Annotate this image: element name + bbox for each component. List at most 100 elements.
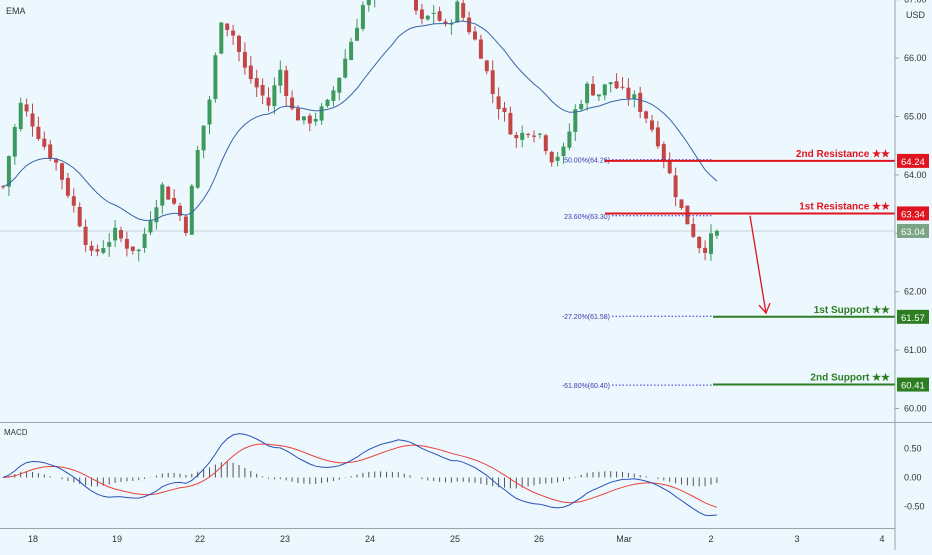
fib-label: 50.00%(64.26): [564, 158, 610, 165]
candle-body: [242, 51, 247, 68]
arrow-head: [758, 302, 771, 315]
candle: [260, 78, 265, 105]
x-tick-label: 19: [112, 534, 122, 544]
candle: [301, 116, 306, 125]
candle: [431, 5, 436, 24]
candle: [650, 114, 654, 133]
candle-body: [213, 55, 218, 99]
x-tick-label: 25: [450, 534, 460, 544]
level-price-box: [897, 309, 929, 324]
candle-body: [337, 77, 342, 93]
candle-body: [691, 223, 696, 237]
candle: [290, 90, 295, 111]
candle: [360, 1, 365, 32]
candle: [313, 112, 318, 126]
candle: [502, 101, 507, 122]
level-name: 2nd Resistance ★★: [796, 149, 890, 160]
candle: [12, 124, 17, 165]
x-tick-label: Mar: [616, 534, 632, 544]
candle-body: [561, 146, 566, 157]
candle: [543, 133, 548, 155]
candle-body: [573, 109, 578, 132]
candle-body: [608, 82, 613, 85]
candle: [77, 202, 82, 228]
candle: [626, 78, 631, 106]
y-tick-label: 66.00: [904, 53, 927, 63]
ema-line: [2, 20, 718, 221]
fib-label: 23.60%(63.30): [564, 214, 610, 221]
candle: [95, 244, 100, 257]
candle: [638, 86, 643, 119]
candle: [231, 24, 236, 46]
candle-body: [526, 133, 531, 135]
candle-body: [455, 1, 460, 23]
candle: [414, 0, 418, 15]
candle: [189, 184, 194, 235]
candle: [555, 152, 560, 167]
candle-body: [484, 60, 489, 72]
candle: [602, 84, 607, 101]
candle: [355, 18, 359, 42]
candle-body: [644, 111, 649, 119]
candle-body: [119, 230, 123, 239]
candle-body: [107, 242, 112, 247]
candle-body: [272, 85, 277, 107]
candle-body: [18, 102, 23, 130]
candle: [585, 81, 590, 111]
candles: [1, 0, 719, 262]
candle: [142, 227, 147, 253]
candle: [272, 77, 277, 115]
x-tick-label: 22: [195, 534, 205, 544]
candle-body: [201, 125, 206, 151]
candle: [225, 23, 230, 37]
indicator-label: EMA: [6, 6, 26, 16]
candle: [237, 34, 241, 62]
candle-body: [473, 31, 477, 40]
macd-tick-label: 0.50: [904, 444, 922, 454]
candle: [591, 75, 595, 97]
candle: [455, 0, 460, 24]
candle-body: [142, 233, 147, 248]
candle-body: [237, 35, 241, 52]
candle-body: [24, 104, 29, 112]
candle-body: [667, 161, 672, 174]
candle: [437, 6, 442, 22]
candle: [337, 77, 342, 101]
candle-body: [231, 30, 236, 36]
level-price-label: 64.24: [901, 157, 925, 168]
candle: [107, 233, 112, 257]
candle: [178, 202, 182, 221]
candle: [425, 14, 430, 21]
candle: [24, 98, 29, 117]
candle: [48, 139, 53, 162]
candle-body: [130, 246, 135, 251]
candle-body: [1, 186, 5, 188]
candle-body: [602, 84, 607, 96]
candle-body: [461, 3, 466, 18]
candle-body: [537, 133, 542, 135]
candle: [343, 49, 348, 79]
candle: [248, 56, 253, 84]
candle: [709, 224, 713, 261]
candle-body: [83, 226, 88, 245]
x-tick-label: 3: [794, 534, 799, 544]
candle: [65, 172, 70, 199]
candle-body: [443, 21, 448, 24]
y-tick-label: 60.00: [904, 404, 927, 414]
x-tick-label: 2: [708, 534, 713, 544]
candle-body: [6, 156, 11, 187]
candle: [673, 167, 678, 207]
candle: [490, 60, 495, 104]
candle-body: [614, 81, 619, 89]
y-tick-label: 62.00: [904, 287, 927, 297]
candle-body: [685, 205, 690, 225]
candle-body: [414, 0, 418, 11]
candle: [561, 142, 566, 164]
candle-body: [12, 127, 17, 157]
level-price-box: [897, 153, 929, 168]
candle-body: [331, 90, 336, 101]
candle-body: [195, 149, 200, 188]
candle: [195, 145, 200, 189]
